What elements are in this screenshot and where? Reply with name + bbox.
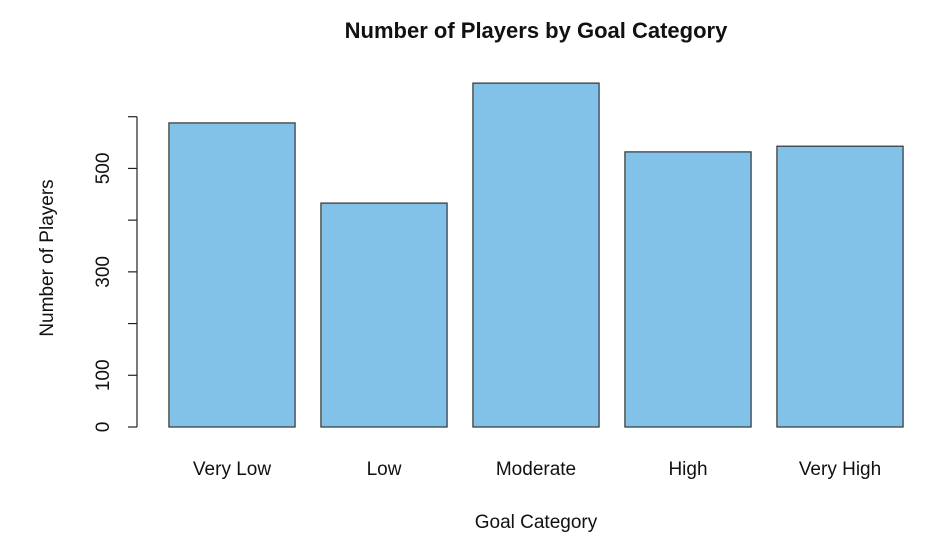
y-tick-label: 0 [93,422,114,433]
x-tick-label: Very High [799,459,881,480]
bar [776,145,904,428]
y-tick-label: 500 [93,153,114,185]
x-tick-label: High [668,459,707,480]
x-axis-label: Goal Category [475,512,598,533]
bar [168,122,296,428]
bar [624,151,752,428]
x-tick-label: Very Low [193,459,271,480]
bar [472,82,600,428]
bar [320,202,448,428]
chart-title: Number of Players by Goal Category [345,18,728,43]
y-axis-label: Number of Players [37,179,58,336]
x-tick-label: Low [367,459,402,480]
x-tick-label: Moderate [496,459,576,480]
y-tick-label: 300 [93,256,114,288]
y-tick-label: 100 [93,359,114,391]
